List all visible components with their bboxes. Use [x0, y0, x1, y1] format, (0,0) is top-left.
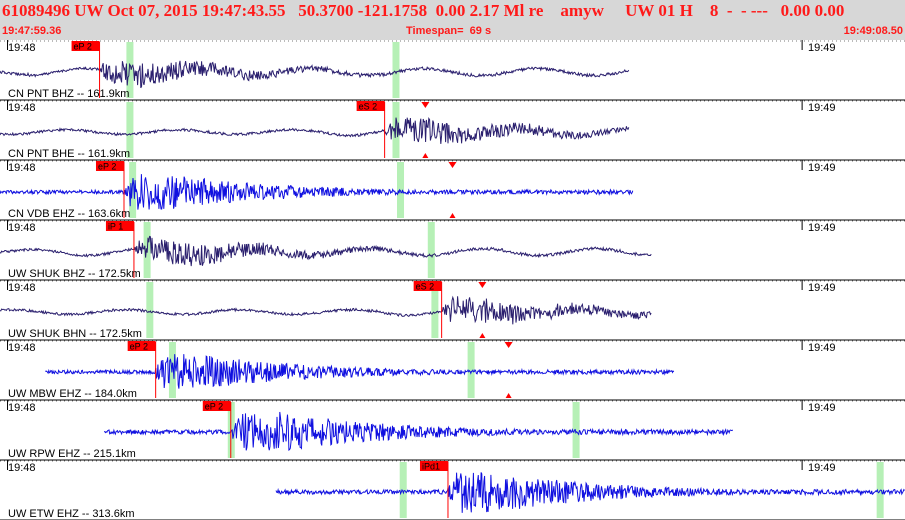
time-tick-label: 19:49: [808, 102, 836, 114]
waveform-trace[interactable]: [0, 174, 634, 210]
phase-pick-label: eP 2: [98, 162, 116, 172]
analysis-window: [572, 402, 580, 458]
time-tick-label: 19:48: [8, 162, 36, 174]
waveform-trace[interactable]: [275, 472, 905, 513]
phase-pick-label: eP 2: [74, 42, 92, 52]
phase-pick-label: eS 2: [416, 282, 435, 292]
amplitude-marker: [505, 393, 512, 398]
phase-pick-label: eS 2: [359, 102, 378, 112]
time-tick-label: 19:48: [8, 42, 36, 54]
start-time: 19:47:59.36: [2, 25, 62, 37]
amplitude-marker: [448, 162, 457, 168]
phase-pick-label: iP 1: [108, 222, 123, 232]
phase-pick-tag[interactable]: [95, 161, 124, 171]
analysis-window: [126, 42, 134, 98]
time-tick-label: 19:48: [8, 222, 36, 234]
event-title: 61089496 UW Oct 07, 2015 19:47:43.55 50.…: [2, 1, 845, 20]
phase-pick-tag[interactable]: [413, 281, 442, 291]
analysis-window: [427, 222, 435, 278]
amplitude-marker: [478, 282, 487, 288]
end-time: 19:49:08.50: [843, 25, 903, 37]
phase-pick-tag[interactable]: [105, 221, 134, 231]
analysis-window: [431, 282, 439, 338]
seismogram-panel[interactable]: 19:48 19:49 eP 2 CN PNT BHZ -- 161.9km 19:48…: [0, 40, 905, 520]
phase-pick-tag[interactable]: [356, 101, 385, 111]
phase-pick-tag[interactable]: [202, 401, 231, 411]
channel-label: UW RPW EHZ -- 215.1km: [8, 448, 136, 460]
phase-pick-label: eP 2: [130, 342, 148, 352]
time-tick-label: 19:48: [8, 402, 36, 414]
channel-label: UW SHUK BHZ -- 172.5km: [8, 268, 141, 280]
waveform-trace[interactable]: [0, 117, 630, 144]
event-header: 61089496 UW Oct 07, 2015 19:47:43.55 50.…: [0, 0, 905, 40]
phase-pick-tag[interactable]: [419, 461, 448, 471]
timespan: Timespan= 69 s: [406, 25, 492, 37]
time-tick-label: 19:48: [8, 282, 36, 294]
time-tick-label: 19:49: [808, 222, 836, 234]
channel-label: UW ETW EHZ -- 313.6km: [8, 508, 135, 520]
time-tick-label: 19:49: [808, 342, 836, 354]
time-tick-label: 19:49: [808, 282, 836, 294]
analysis-window: [467, 342, 475, 398]
time-tick-label: 19:49: [808, 462, 836, 474]
analysis-window: [146, 282, 154, 338]
phase-pick-tag[interactable]: [71, 41, 100, 51]
channel-label: UW MBW EHZ -- 184.0km: [8, 388, 137, 400]
waveform-trace[interactable]: [0, 60, 630, 89]
analysis-window: [392, 42, 400, 98]
time-tick-label: 19:49: [808, 42, 836, 54]
channel-label: CN VDB EHZ -- 163.6km: [8, 208, 130, 220]
time-tick-label: 19:48: [8, 342, 36, 354]
waveform-trace[interactable]: [0, 295, 652, 325]
channel-label: CN PNT BHZ -- 161.9km: [8, 88, 129, 100]
waveform-trace[interactable]: [45, 354, 675, 389]
analysis-window: [126, 102, 134, 158]
time-tick-label: 19:48: [8, 102, 36, 114]
amplitude-marker: [479, 333, 486, 338]
phase-pick-label: eP 2: [205, 402, 223, 412]
amplitude-marker: [421, 102, 430, 108]
phase-pick-tag[interactable]: [127, 341, 156, 351]
analysis-window: [129, 162, 137, 218]
time-tick-label: 19:48: [8, 462, 36, 474]
amplitude-marker: [422, 153, 429, 158]
analysis-window: [399, 462, 407, 518]
channel-label: UW SHUK BHN -- 172.5km: [8, 328, 142, 340]
waveform-trace[interactable]: [0, 235, 652, 267]
amplitude-marker: [504, 342, 513, 348]
time-tick-label: 19:49: [808, 402, 836, 414]
waveform-trace[interactable]: [103, 411, 734, 452]
waveform-canvas[interactable]: 19:48 19:49 eP 2 CN PNT BHZ -- 161.9km 19:48…: [0, 40, 905, 520]
phase-pick-label: iPd1: [422, 462, 440, 472]
time-tick-label: 19:49: [808, 162, 836, 174]
amplitude-marker: [449, 213, 456, 218]
channel-label: CN PNT BHE -- 161.9km: [8, 148, 130, 160]
